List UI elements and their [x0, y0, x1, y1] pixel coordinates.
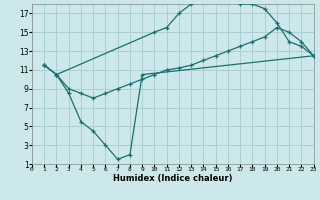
- X-axis label: Humidex (Indice chaleur): Humidex (Indice chaleur): [113, 174, 233, 183]
